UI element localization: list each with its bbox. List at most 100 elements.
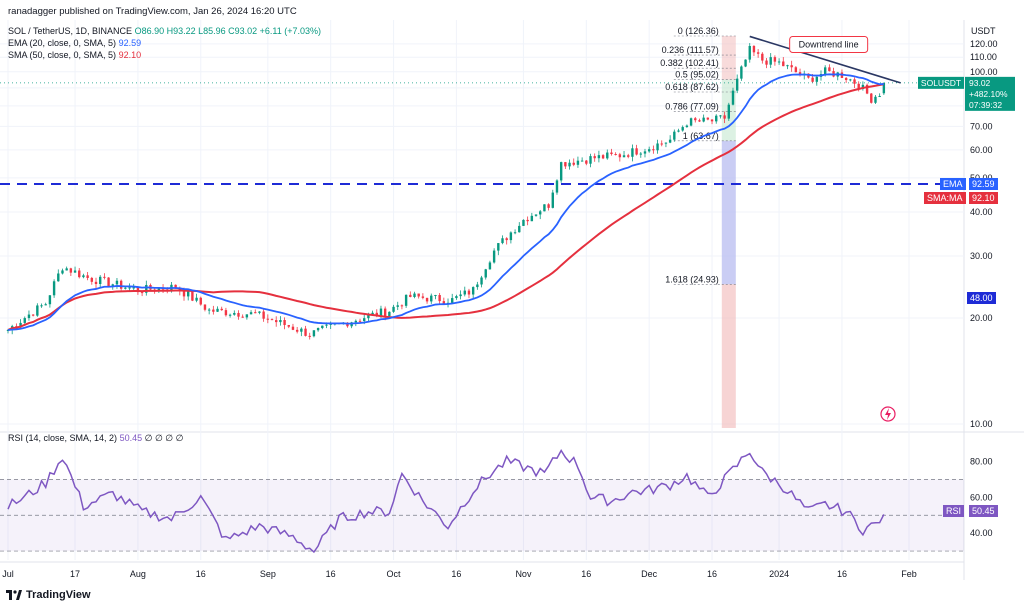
fib-zone-upper: [721, 36, 736, 80]
candle-body: [790, 65, 793, 68]
publish-info: ranadagger published on TradingView.com,…: [8, 6, 297, 17]
candle-body: [107, 277, 110, 287]
candle-body: [761, 53, 764, 61]
candle-body: [329, 323, 332, 325]
candle-body: [27, 314, 31, 319]
trendline-label: Downtrend line: [799, 39, 859, 49]
candle-body: [564, 162, 567, 167]
price-tag-change: +482.10%: [969, 89, 1008, 99]
level-tag: 48.00: [967, 292, 996, 304]
candle-body: [358, 320, 362, 322]
downtrend-line: [749, 35, 901, 84]
candle-body: [207, 309, 211, 311]
candle-body: [882, 82, 886, 94]
ema-legend[interactable]: EMA (20, close, 0, SMA, 5) 92.59: [8, 38, 141, 48]
candle-body: [513, 232, 517, 234]
candle-body: [752, 45, 756, 53]
candle-body: [777, 61, 781, 63]
rsi-tick-label: 60.00: [970, 492, 993, 502]
candle-body: [853, 79, 856, 84]
candle-body: [639, 153, 642, 155]
ema-legend-label: EMA (20, close, 0, SMA, 5): [8, 38, 117, 48]
candle-body: [86, 275, 89, 278]
candle-body: [19, 322, 22, 328]
candle-body: [735, 78, 739, 91]
candle-body: [685, 125, 689, 128]
candle-body: [677, 130, 680, 132]
candle-body: [413, 293, 416, 297]
candle-body: [396, 305, 399, 307]
candle-body: [647, 149, 651, 152]
candle-body: [115, 280, 119, 285]
sma-legend[interactable]: SMA (50, close, 0, SMA, 5) 92.10: [8, 50, 141, 60]
time-tick-label: 16: [326, 569, 336, 579]
fib-level-label: 0.786 (77.09): [665, 102, 719, 112]
rsi-line: [7, 449, 885, 554]
candle-body: [585, 160, 588, 164]
candle-body: [442, 301, 446, 304]
sma-legend-value: 92.10: [118, 50, 142, 60]
candle-body: [572, 162, 575, 165]
sma-tag-name: SMA:MA: [924, 192, 966, 204]
fib-level-label: 1 (63.67): [683, 131, 719, 141]
candle-body: [73, 270, 77, 273]
candle-body: [371, 312, 374, 315]
candle-body: [258, 311, 261, 313]
rsi-legend[interactable]: RSI (14, close, SMA, 14, 2) 50.45 ∅ ∅ ∅ …: [8, 433, 183, 444]
candle-body: [522, 219, 525, 226]
candle-body: [157, 287, 161, 292]
tradingview-brand[interactable]: TradingView: [6, 589, 91, 601]
candle-body: [568, 162, 571, 167]
candle-body: [865, 84, 869, 94]
candle-body: [203, 304, 207, 310]
candle-body: [367, 314, 370, 319]
time-tick-label: 16: [451, 569, 461, 579]
candle-body: [279, 319, 282, 323]
candle-body: [501, 238, 504, 244]
candle-body: [270, 319, 274, 321]
candle-body: [237, 312, 240, 317]
candle-body: [635, 148, 638, 155]
time-tick-label: Dec: [641, 569, 658, 579]
ema-tag-value: 92.59: [969, 178, 998, 190]
candle-body: [627, 155, 630, 157]
candle-body: [392, 306, 395, 312]
candle-body: [480, 277, 483, 285]
candle-body: [614, 154, 617, 156]
ohlc-values: O86.90 H93.22 L85.96 C93.02 +6.11 (+7.03…: [134, 26, 322, 36]
candle-body: [111, 284, 114, 287]
price-tick-label: 100.00: [970, 67, 998, 77]
candle-body: [601, 155, 605, 159]
candle-body: [6, 329, 10, 331]
candle-body: [295, 329, 299, 332]
candle-body: [673, 131, 676, 140]
candle-body: [233, 312, 236, 315]
price-tick-label: 10.00: [970, 419, 993, 429]
time-tick-label: 16: [581, 569, 591, 579]
candle-body: [254, 312, 257, 314]
candle-body: [748, 45, 751, 60]
candle-body: [195, 297, 198, 301]
candle-body: [689, 118, 693, 126]
candle-body: [589, 156, 592, 164]
candle-body: [321, 325, 324, 329]
candle-body: [656, 143, 659, 151]
currency-label[interactable]: USDT: [971, 26, 996, 36]
candle-body: [132, 287, 135, 289]
candle-body: [593, 156, 596, 159]
candle-body: [786, 65, 789, 67]
candle-body: [191, 291, 194, 301]
price-tag-symbol-bg: [918, 76, 964, 89]
tradingview-logo-icon: [6, 590, 22, 600]
time-tick-label: 16: [196, 569, 206, 579]
candle-body: [463, 290, 466, 295]
candle-body: [69, 268, 73, 273]
candle-body: [241, 316, 244, 318]
candle-body: [765, 60, 768, 65]
sma-tag-value: 92.10: [969, 192, 998, 204]
rsi-legend-value: 50.45: [119, 433, 143, 443]
candle-body: [187, 291, 190, 297]
candle-body: [811, 77, 814, 82]
candle-body: [36, 305, 39, 316]
